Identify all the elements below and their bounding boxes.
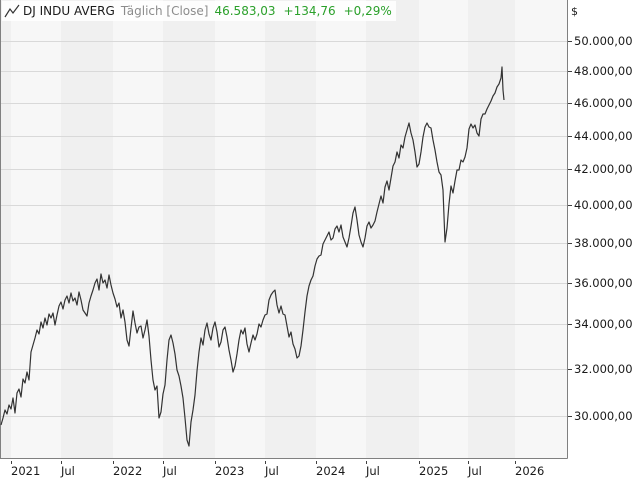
x-axis-label: 2022 [113,464,143,478]
line-chart-icon [4,4,20,18]
x-axis-label: 2021 [11,464,41,478]
plot-background [0,0,567,458]
change-value: +134,76 [283,4,336,18]
x-axis-label: Jul [366,464,380,478]
x-axis-label: Jul [61,464,75,478]
x-axis-label: 2026 [515,464,545,478]
chart-legend: DJ INDU AVERG Täglich [Close] 46.583,03 … [2,1,396,21]
x-axis-label: Jul [163,464,177,478]
y-axis-label: 40.000,00 [574,198,633,212]
y-axis-label: 48.000,00 [574,64,633,78]
plot-frame [0,0,568,459]
y-axis-label: 44.000,00 [574,129,633,143]
change-percent: +0,29% [343,4,392,18]
y-axis-label: 32.000,00 [574,362,633,376]
y-axis-label: 36.000,00 [574,276,633,290]
frequency-label: Täglich [Close] [120,4,209,18]
y-axis-label: 46.000,00 [574,96,633,110]
price-line [0,66,505,447]
y-axis-label: 42.000,00 [574,162,633,176]
x-axis-label: 2024 [316,464,346,478]
x-axis-label: 2023 [215,464,245,478]
y-axis-label: 50.000,00 [574,34,633,48]
currency-label: $ [571,5,578,18]
y-axis-ticks [568,41,572,417]
x-axis-label: 2025 [419,464,449,478]
y-axis-label: 34.000,00 [574,317,633,331]
x-axis-ticks [11,461,516,464]
instrument-name: DJ INDU AVERG [23,4,115,18]
y-axis-label: 38.000,00 [574,236,633,250]
y-axis-label: 30.000,00 [574,409,633,423]
x-axis-label: Jul [265,464,279,478]
last-value: 46.583,03 [214,4,276,18]
x-axis-label: Jul [468,464,482,478]
